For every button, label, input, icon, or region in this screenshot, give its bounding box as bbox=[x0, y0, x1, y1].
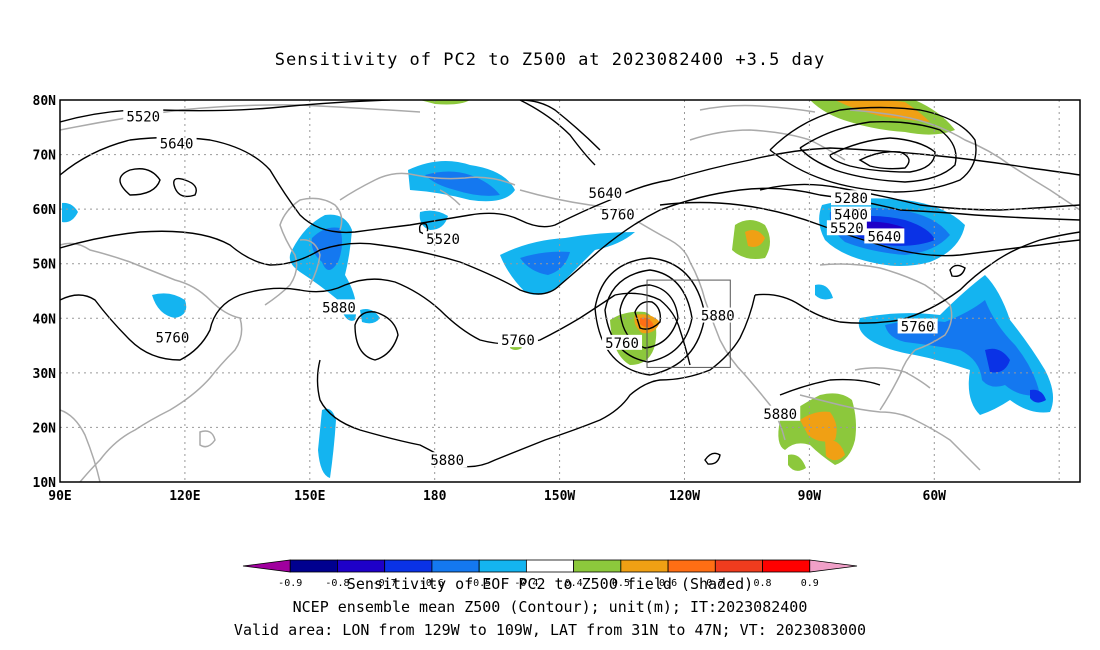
lon-label: 120E bbox=[169, 489, 200, 504]
colorbar-segment bbox=[667, 559, 716, 573]
lat-label: 60N bbox=[33, 203, 57, 218]
colorbar-segment bbox=[431, 559, 480, 573]
contour-label: 5760 bbox=[501, 333, 535, 349]
latitude-labels: 80N 70N 60N 50N 40N 30N 20N 10N bbox=[33, 94, 57, 491]
colorbar-segment bbox=[478, 559, 527, 573]
lon-label: 60W bbox=[923, 489, 947, 504]
longitude-labels: 90E 120E 150E 180 150W 120W 90W 60W bbox=[48, 489, 946, 504]
lat-label: 20N bbox=[33, 421, 57, 436]
contour-label: 5880 bbox=[322, 300, 356, 316]
contour-label: 5760 bbox=[156, 330, 190, 346]
caption-contour: NCEP ensemble mean Z500 (Contour); unit(… bbox=[292, 598, 808, 616]
lat-label: 70N bbox=[33, 149, 57, 164]
colorbar-tick-label: 0.5 bbox=[612, 578, 630, 589]
colorbar-tick-label: -0.5 bbox=[467, 578, 491, 589]
contour-label: 5280 bbox=[834, 191, 868, 207]
chart-title: Sensitivity of PC2 to Z500 at 2023082400… bbox=[274, 50, 826, 70]
contour-label-bg bbox=[318, 299, 359, 315]
contour-label-bg bbox=[423, 231, 464, 247]
contour-label: 5880 bbox=[430, 453, 464, 469]
colorbar-segment bbox=[573, 559, 622, 573]
lon-label: 90W bbox=[798, 489, 822, 504]
contour-label: 5400 bbox=[834, 208, 868, 224]
contour-label: 5520 bbox=[126, 109, 160, 125]
colorbar-segment bbox=[384, 559, 433, 573]
contour-label: 5760 bbox=[605, 336, 639, 352]
valid-area-box bbox=[646, 279, 731, 368]
caption-shading: Sensitivity of EOF PC2 to Z500 field (Sh… bbox=[346, 575, 754, 593]
contour-label: 5640 bbox=[160, 137, 194, 153]
colorbar-tick-label: -0.9 bbox=[278, 578, 302, 589]
contour-label: 5640 bbox=[589, 186, 623, 202]
colorbar-segment bbox=[525, 559, 575, 573]
coastlines bbox=[60, 104, 1080, 482]
colorbar-tick-label: 0.7 bbox=[706, 578, 724, 589]
contour-label-bg bbox=[123, 108, 164, 124]
colorbar-segment bbox=[242, 559, 291, 573]
map-frame bbox=[59, 99, 1081, 483]
contour-label: 5640 bbox=[867, 229, 901, 245]
contour-labels: 5520564055205640576052805400552056405880… bbox=[123, 108, 938, 469]
contour-label-bg bbox=[697, 307, 738, 323]
contour-label-bg bbox=[597, 206, 638, 222]
colorbar-tick-label: -0.4 bbox=[514, 578, 538, 589]
contour-label: 5760 bbox=[901, 319, 935, 335]
contour-label-bg bbox=[585, 184, 626, 200]
colorbar-tick-label: -0.6 bbox=[420, 578, 444, 589]
z500-contours bbox=[60, 100, 1080, 468]
colorbar: -0.9 -0.8 -0.7 -0.6 -0.5 -0.4 0.4 0.5 0.6 0.7 0.8 0… bbox=[242, 559, 858, 589]
colorbar-tick-label: 0.9 bbox=[801, 578, 819, 589]
lon-label: 150W bbox=[544, 489, 575, 504]
colorbar-segment bbox=[809, 559, 858, 573]
contour-label-bg bbox=[760, 405, 801, 421]
contour-label-bg bbox=[831, 190, 872, 206]
lon-label: 90E bbox=[48, 489, 71, 504]
lon-label: 150E bbox=[294, 489, 325, 504]
caption-valid-area: Valid area: LON from 129W to 109W, LAT f… bbox=[233, 621, 867, 639]
lat-label: 50N bbox=[33, 258, 57, 273]
colorbar-tick-label: -0.8 bbox=[325, 578, 349, 589]
colorbar-tick-label: 0.8 bbox=[754, 578, 772, 589]
contour-label-bg bbox=[156, 135, 197, 151]
lat-label: 80N bbox=[33, 94, 57, 109]
lon-label: 120W bbox=[669, 489, 700, 504]
contour-label-bg bbox=[497, 332, 538, 348]
contour-label-bg bbox=[831, 206, 872, 222]
contour-label-bg bbox=[152, 329, 193, 345]
colorbar-segment bbox=[762, 559, 811, 573]
contour-label: 5520 bbox=[830, 221, 864, 237]
contour-label: 5880 bbox=[763, 407, 797, 423]
contour-label: 5880 bbox=[701, 309, 735, 325]
lat-label: 30N bbox=[33, 367, 57, 382]
contour-label: 5760 bbox=[601, 208, 635, 224]
lon-label: 180 bbox=[423, 489, 447, 504]
colorbar-segment bbox=[337, 559, 386, 573]
contour-label: 5520 bbox=[426, 232, 460, 248]
contour-label-bg bbox=[427, 452, 468, 468]
lat-lon-grid bbox=[60, 100, 1080, 482]
contour-label-bg bbox=[897, 318, 938, 334]
lat-label: 40N bbox=[33, 312, 57, 327]
colorbar-segment bbox=[714, 559, 763, 573]
contour-label-bg bbox=[602, 334, 643, 350]
colorbar-tick-label: -0.7 bbox=[373, 578, 397, 589]
colorbar-tick-label: 0.6 bbox=[659, 578, 677, 589]
colorbar-segment bbox=[289, 559, 338, 573]
colorbar-tick-label: 0.4 bbox=[565, 578, 583, 589]
lat-label: 10N bbox=[33, 476, 57, 491]
contour-label-bg bbox=[826, 220, 867, 236]
colorbar-segment bbox=[620, 559, 669, 573]
contour-label-bg bbox=[864, 228, 905, 244]
